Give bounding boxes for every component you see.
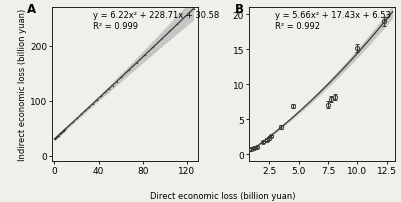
Point [59, 130, 66, 133]
Y-axis label: Indirect economic loss (billion yuan): Indirect economic loss (billion yuan) [18, 9, 27, 161]
Point [66, 124, 73, 127]
Point [78, 113, 84, 116]
Point [52, 136, 59, 140]
Point [62, 128, 69, 131]
Text: B: B [235, 3, 243, 16]
Point [94, 99, 100, 102]
Text: Direct economic loss (billion yuan): Direct economic loss (billion yuan) [150, 191, 295, 200]
Point [74, 117, 81, 120]
Text: y = 6.22x² + 228.71x + 30.58
R² = 0.999: y = 6.22x² + 228.71x + 30.58 R² = 0.999 [93, 11, 219, 31]
Point [55, 135, 61, 138]
Point [117, 77, 124, 80]
Point [51, 137, 58, 141]
Point [134, 62, 140, 65]
Point [117, 76, 124, 80]
Point [53, 136, 59, 139]
Point [61, 129, 67, 133]
Point [86, 106, 92, 109]
Point [58, 132, 64, 135]
Point [54, 136, 60, 139]
Point [52, 138, 58, 141]
Point [174, 23, 180, 26]
Point [150, 46, 156, 49]
Point [166, 31, 172, 34]
Point [109, 84, 116, 88]
Point [62, 128, 69, 131]
Point [62, 128, 68, 131]
Point [182, 15, 189, 19]
Point [58, 132, 65, 135]
Point [70, 120, 77, 124]
Point [102, 91, 108, 94]
Point [53, 137, 60, 140]
Point [61, 128, 68, 131]
Point [55, 134, 62, 137]
Point [55, 134, 61, 138]
Point [60, 130, 66, 133]
Point [113, 81, 120, 84]
Point [158, 39, 164, 42]
Point [59, 131, 65, 134]
Point [126, 69, 132, 72]
Point [98, 95, 104, 98]
Point [90, 103, 96, 106]
Point [105, 88, 112, 91]
Point [56, 133, 63, 136]
Point [56, 133, 62, 136]
Point [59, 131, 65, 134]
Point [54, 135, 61, 138]
Text: y = 5.66x² + 17.43x + 6.53
R² = 0.992: y = 5.66x² + 17.43x + 6.53 R² = 0.992 [275, 11, 391, 31]
Text: A: A [27, 3, 36, 16]
Point [142, 54, 148, 57]
Point [57, 133, 63, 136]
Point [61, 129, 67, 133]
Point [82, 109, 88, 112]
Point [190, 8, 197, 11]
Point [57, 132, 64, 135]
